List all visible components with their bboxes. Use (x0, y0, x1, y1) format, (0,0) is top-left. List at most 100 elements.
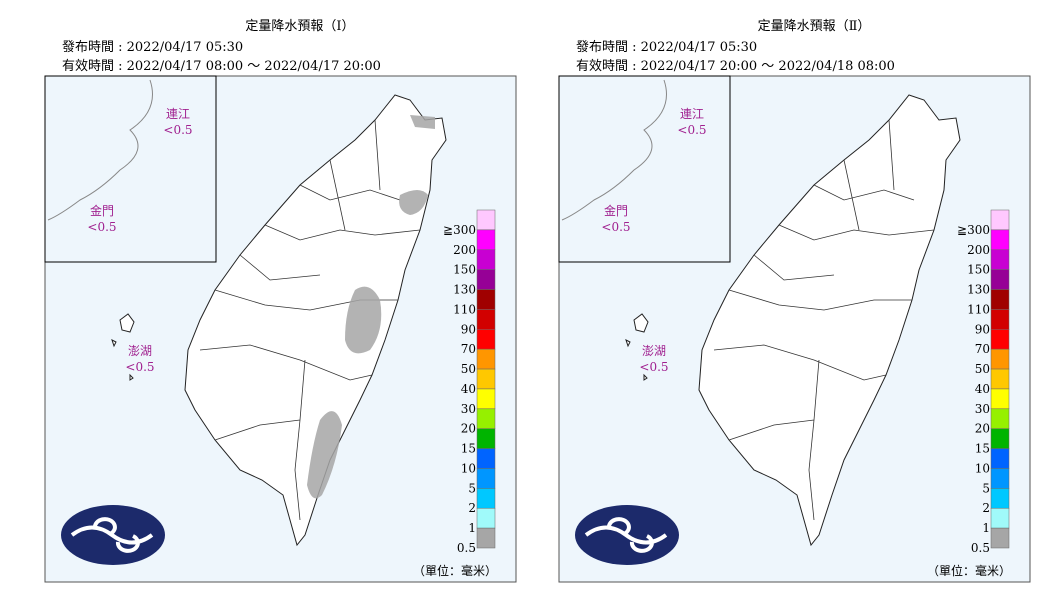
legend-swatch (476, 269, 496, 290)
island-value: <0.5 (639, 360, 668, 374)
legend-swatch (990, 428, 1010, 449)
island-name: 連江 (680, 107, 704, 121)
penghu (111, 313, 135, 381)
legend-label: 30 (975, 402, 990, 416)
legend-swatch (990, 507, 1010, 529)
legend-swatch (990, 269, 1010, 290)
legend-label: 15 (461, 442, 476, 456)
island-outline (184, 94, 447, 547)
legend-label: 110 (453, 302, 476, 316)
legend-label: 10 (461, 461, 476, 475)
panel: 定量降水預報（Ⅱ）發布時間 : 2022/04/17 05:30 有效時間 : 2… (558, 19, 1031, 583)
panel-title: 定量降水預報（Ⅱ） (758, 19, 871, 34)
legend-swatch (990, 348, 1010, 370)
legend-swatch (990, 229, 1010, 251)
unit-label: （單位：毫米） (927, 563, 1011, 578)
legend-swatch (990, 488, 1010, 509)
legend-label: 0.5 (457, 541, 476, 555)
island-value: <0.5 (125, 360, 154, 374)
legend-label: 130 (967, 283, 990, 297)
legend-label: 70 (461, 342, 476, 356)
legend-label: 2 (982, 501, 990, 515)
panel: 定量降水預報（Ⅰ）發布時間 : 2022/04/17 05:30 有效時間 : 2… (44, 19, 517, 583)
legend-label: 5 (468, 481, 476, 495)
island-value: <0.5 (87, 220, 116, 234)
legend-swatch (476, 388, 496, 410)
logo-swirl (70, 517, 154, 553)
legend-swatch (990, 468, 1010, 489)
legend-swatch (990, 309, 1010, 330)
legend-swatch (476, 448, 496, 469)
logo-swirl (584, 517, 668, 553)
legend-label: 1 (982, 521, 990, 535)
legend-label: 130 (453, 283, 476, 297)
island-name: 金門 (90, 203, 114, 218)
legend-label: ≧300 (957, 223, 990, 237)
legend-label: 150 (967, 263, 990, 277)
legend-swatch (476, 368, 496, 390)
legend-swatch (476, 468, 496, 489)
legend-label: 50 (461, 362, 476, 376)
legend-swatch (476, 209, 496, 231)
legend-swatch (476, 309, 496, 330)
rain-area (307, 411, 342, 499)
issue-time: 發布時間 : 2022/04/17 05:30 (62, 40, 243, 55)
legend-label: 40 (975, 382, 990, 396)
legend-swatch (476, 249, 496, 270)
legend-label: 90 (461, 322, 476, 336)
legend-swatch (476, 488, 496, 509)
legend-label: 0.5 (971, 541, 990, 555)
unit-label: （單位：毫米） (413, 563, 497, 578)
legend-label: 10 (975, 461, 990, 475)
legend-label: 50 (975, 362, 990, 376)
inset-frame (558, 75, 731, 263)
rain-area (345, 286, 382, 354)
legend-swatch (990, 249, 1010, 270)
legend-label: 40 (461, 382, 476, 396)
legend-swatch (476, 408, 496, 429)
legend-label: 20 (975, 422, 990, 436)
legend-swatch (476, 289, 496, 310)
legend-label: 20 (461, 422, 476, 436)
island-value: <0.5 (163, 123, 192, 137)
island-name: 連江 (166, 107, 190, 121)
inset-frame (44, 75, 217, 263)
legend-label: 15 (975, 442, 990, 456)
island-name: 澎湖 (642, 343, 666, 358)
legend-label: 110 (967, 302, 990, 316)
island-name: 金門 (604, 203, 628, 218)
legend-swatch (990, 527, 1010, 549)
panel-title: 定量降水預報（Ⅰ） (245, 19, 354, 34)
legend-swatch (476, 507, 496, 529)
legend-swatch (476, 329, 496, 350)
legend-label: ≧300 (443, 223, 476, 237)
island-value: <0.5 (601, 220, 630, 234)
county-lines (713, 119, 935, 521)
valid-time: 有效時間 : 2022/04/17 08:00 ～ 2022/04/17 20:… (62, 59, 381, 74)
rain-area (410, 115, 435, 129)
legend-label: 70 (975, 342, 990, 356)
inset-coast (561, 79, 667, 221)
island-name: 澎湖 (128, 343, 152, 358)
legend-label: 30 (461, 402, 476, 416)
island-value: <0.5 (677, 123, 706, 137)
legend-swatch (990, 209, 1010, 231)
legend-label: 150 (453, 263, 476, 277)
issue-time: 發布時間 : 2022/04/17 05:30 (576, 40, 757, 55)
legend-label: 2 (468, 501, 476, 515)
rain-area (399, 190, 428, 215)
legend-label: 90 (975, 322, 990, 336)
legend-swatch (990, 329, 1010, 350)
legend-label: 5 (982, 481, 990, 495)
island-outline (698, 94, 961, 547)
county-lines (199, 119, 421, 521)
legend-swatch (476, 229, 496, 251)
legend-label: 200 (453, 243, 476, 257)
legend-swatch (990, 408, 1010, 429)
legend-swatch (990, 448, 1010, 469)
legend-swatch (476, 428, 496, 449)
legend-swatch (990, 388, 1010, 410)
legend-swatch (476, 527, 496, 549)
legend-label: 200 (967, 243, 990, 257)
